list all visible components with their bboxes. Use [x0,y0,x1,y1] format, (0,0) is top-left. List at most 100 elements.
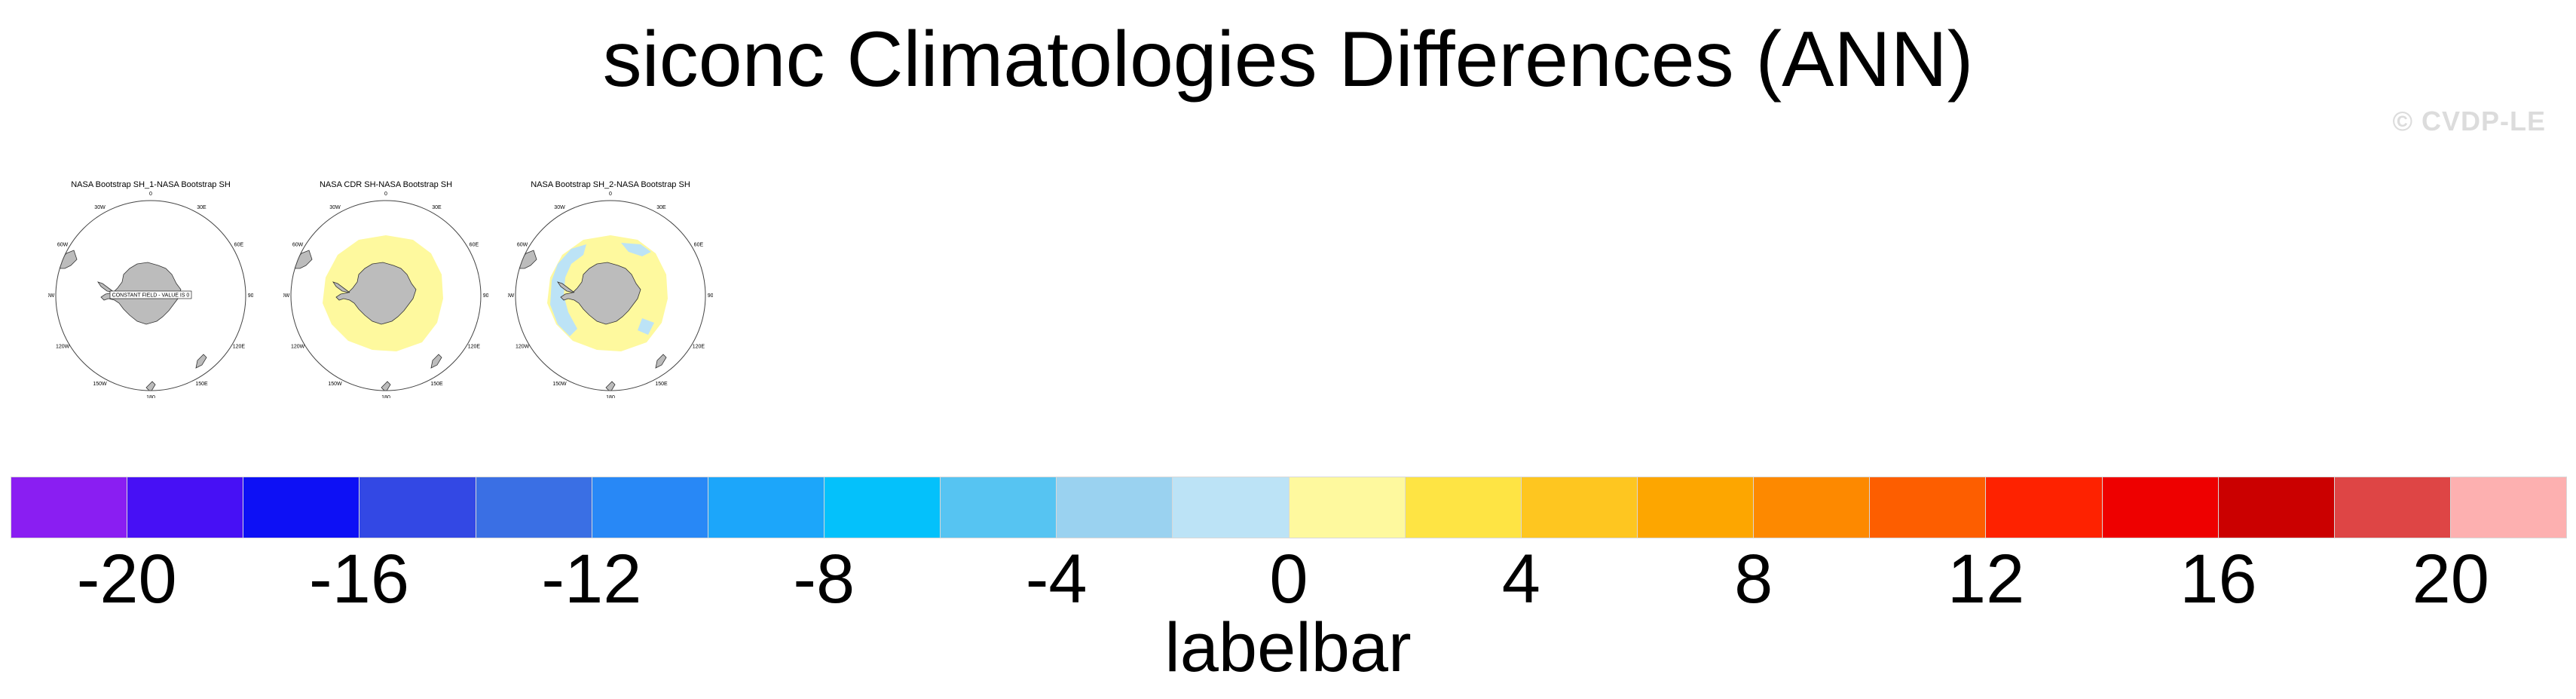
longitude-label: 90W [283,293,290,299]
longitude-label: 150E [655,382,668,387]
landmass [97,281,115,293]
labelbar-box [1985,477,2102,538]
constant-field-note: CONSTANT FIELD - VALUE IS 0 [112,293,190,299]
labelbar-box [2101,477,2218,538]
labelbar-tick-label: 16 [2180,541,2257,618]
longitude-label: 150W [93,382,107,387]
panel-title: NASA Bootstrap SH_1-NASA Bootstrap SH [71,180,231,189]
landmass [145,381,156,391]
labelbar-box [1404,477,1521,538]
sea-ice-negative-region [638,318,654,335]
labelbar-box [1520,477,1637,538]
longitude-label: 150E [195,382,208,387]
labelbar-box [243,477,359,538]
watermark: © CVDP-LE [2392,106,2546,136]
labelbar-box [475,477,592,538]
labelbar-box [1056,477,1173,538]
longitude-label: 60W [57,243,69,248]
longitude-label: 120W [516,345,530,350]
longitude-label: 90E [708,293,713,299]
labelbar-box [707,477,824,538]
labelbar-box [1636,477,1754,538]
polar-map: 0 30E 60E 90E 120E 150E 180 150W 120W 90W 60W 30W [283,192,488,398]
longitude-label: 90W [48,293,55,299]
constant-field-box [109,290,192,299]
longitude-label: 30E [197,205,207,210]
labelbar-box [940,477,1057,538]
map-boundary [55,200,246,391]
longitude-label: 60W [517,243,528,248]
labelbar-box [2449,477,2568,538]
map-boundary [515,200,706,391]
labelbar-tick-label: 8 [1734,541,1773,618]
longitude-label: 30W [329,205,341,210]
longitude-label: 120E [693,345,705,350]
landmass [655,354,667,369]
longitude-label: 30E [432,205,442,210]
polar-map: 0 30E 60E 90E 120E 150E 180 150W 120W 90W 60W 30W [508,192,713,398]
antarctica-landmass [560,262,641,325]
labelbar-ticks: -20 -16 -12 -8 -4 0 4 8 12 16 20 [11,541,2567,617]
landmass [58,250,78,269]
antarctica-landmass [335,262,417,325]
longitude-label: 120W [291,345,305,350]
panel-title: NASA CDR SH-NASA Bootstrap SH [319,180,453,189]
longitude-label: 30W [94,205,106,210]
labelbar-tick-label: 20 [2412,541,2489,618]
map-boundary [290,200,482,391]
longitude-label: 60W [292,243,304,248]
map-panel-1: NASA Bootstrap SH_1-NASA Bootstrap SH 0 3… [48,179,253,398]
longitude-label: 0 [384,192,387,197]
labelbar-title: labelbar [1164,609,1412,686]
labelbar-tick-label: 0 [1269,541,1308,618]
labelbar-tick-label: -20 [76,541,177,618]
landmass [430,354,442,369]
labelbar-box [823,477,941,538]
longitude-label: 0 [609,192,612,197]
longitude-label: 180 [606,395,615,398]
landmass [293,250,313,269]
landmass [557,281,575,293]
sea-ice-negative-region [550,244,586,336]
longitude-label: 120E [468,345,481,350]
longitude-label: 150E [430,382,443,387]
labelbar-box [1172,477,1289,538]
labelbar-box [1869,477,1986,538]
landmass [518,250,537,269]
landmass [195,354,207,369]
landmass [605,381,616,391]
longitude-label: 90E [248,293,253,299]
figure-title: siconc Climatologies Differences (ANN) [602,16,1974,103]
sea-ice-negative-region [621,243,651,256]
longitude-label: 150W [552,382,567,387]
labelbar-box [127,477,243,538]
longitude-label: 60E [694,243,704,248]
labelbar-tick-label: -4 [1025,541,1088,618]
labelbar-box [11,477,127,538]
labelbar-tick-label: 4 [1501,541,1540,618]
labelbar-box [591,477,708,538]
longitude-label: 120E [233,345,246,350]
landmass [381,381,391,391]
longitude-label: 120W [56,345,70,350]
longitude-label: 90W [508,293,515,299]
map-panel-3: NASA Bootstrap SH_2-NASA Bootstrap SH 0 3… [508,179,713,398]
longitude-label: 30W [554,205,565,210]
labelbar [11,477,2568,538]
labelbar-box [2333,477,2450,538]
panel-title: NASA Bootstrap SH_2-NASA Bootstrap SH [531,180,690,189]
longitude-label: 150W [328,382,342,387]
labelbar-tick-label: -8 [793,541,855,618]
labelbar-box [1753,477,1870,538]
map-panel-2: NASA CDR SH-NASA Bootstrap SH 0 30E 60E 90E… [283,179,488,398]
longitude-label: 0 [149,192,152,197]
longitude-label: 180 [146,395,155,398]
labelbar-tick-label: 12 [1947,541,2025,618]
polar-map: 0 30E 60E 90E 120E 150E 180 150W 120W 90W 60W 30W CO… [48,192,253,398]
labelbar-box [2217,477,2334,538]
landmass [332,281,350,293]
longitude-label: 30E [656,205,666,210]
longitude-label: 90E [483,293,488,299]
longitude-label: 60E [234,243,244,248]
labelbar-box [1288,477,1405,538]
